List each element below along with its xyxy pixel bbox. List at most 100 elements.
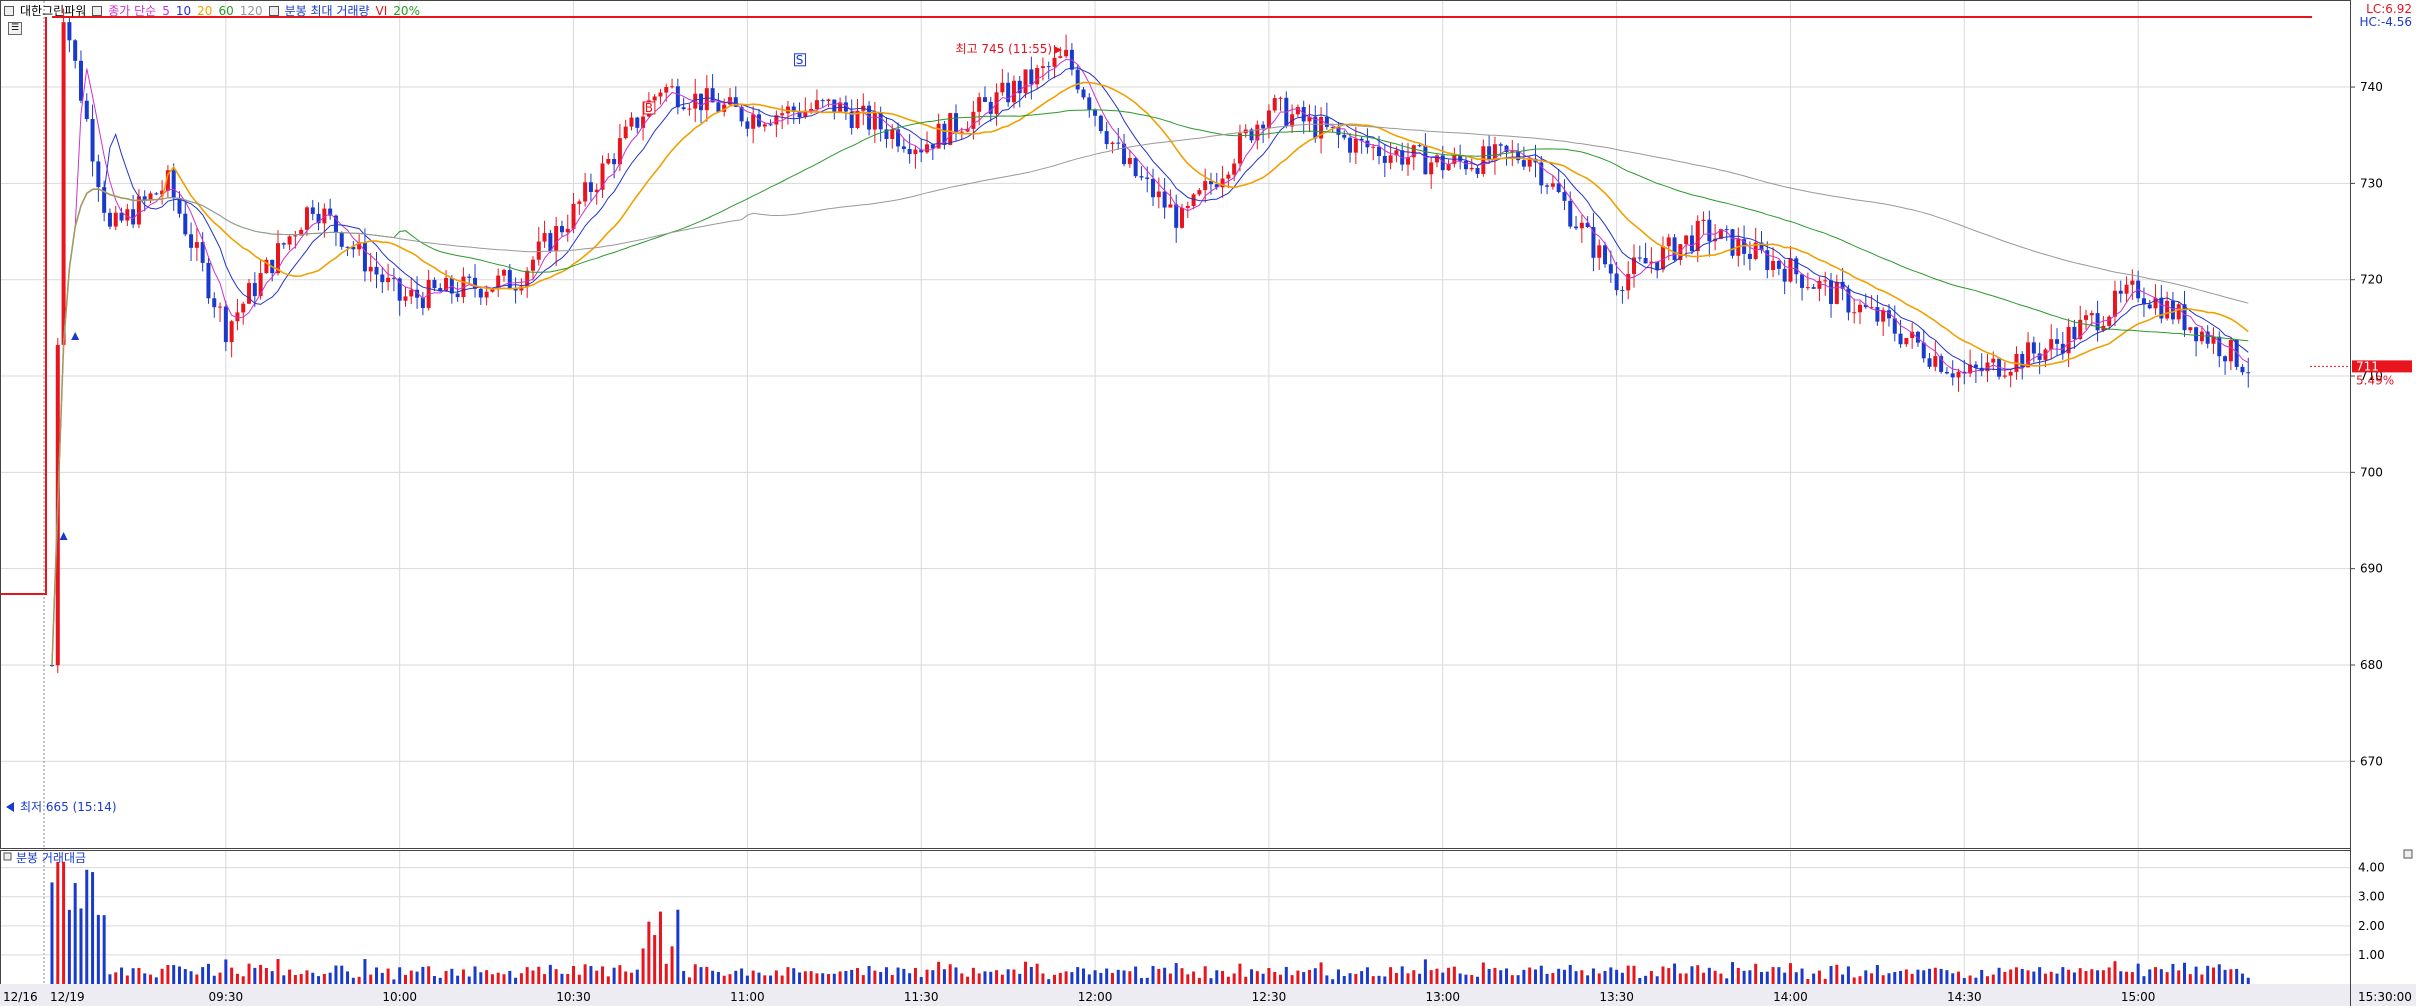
volume-bar [508, 970, 512, 984]
volume-bar [751, 970, 755, 984]
volume-bar [1870, 973, 1874, 984]
volume-bar [908, 973, 912, 984]
volume-bar [1591, 968, 1595, 984]
volume-bar [1163, 967, 1167, 984]
candle-body [1933, 356, 1938, 367]
candle-body [1707, 219, 1712, 242]
volume-tick-label: 2.00 [2358, 919, 2385, 933]
candle-body [432, 279, 437, 289]
candle-body [304, 207, 309, 230]
candle-body [1324, 117, 1329, 127]
volume-bar [415, 971, 419, 984]
volume-bar [1551, 972, 1555, 984]
settings-icon[interactable]: ☰ [8, 22, 22, 35]
candle-body [1214, 184, 1219, 188]
candle-body [1313, 116, 1318, 139]
time-tick-label: 11:00 [730, 990, 765, 1004]
candle-body [194, 242, 199, 248]
candle-body [200, 242, 205, 263]
volume-bar [2200, 974, 2204, 984]
candle-body [890, 129, 895, 139]
candle-body [1475, 167, 1480, 174]
candle-body [2049, 339, 2054, 350]
volume-bar [183, 969, 187, 984]
candle-body [745, 121, 750, 129]
candle-body [1689, 235, 1694, 252]
candle-body [2205, 331, 2210, 344]
candle-body [1353, 138, 1358, 153]
volume-bar [537, 966, 541, 984]
volume-bar [1516, 975, 1520, 984]
menu-button[interactable] [4, 6, 14, 16]
volume-bar [1823, 978, 1827, 984]
candle-body [559, 226, 564, 233]
candle-body [1695, 220, 1700, 252]
candle-body [1655, 261, 1660, 270]
volume-bar [1759, 971, 1763, 984]
candle-body [1446, 163, 1451, 171]
volume-bar [1267, 968, 1271, 984]
candle-body [1191, 194, 1196, 206]
ma-settings-button[interactable] [92, 6, 103, 16]
volume-bar [2240, 973, 2244, 984]
candle-body [1504, 145, 1509, 153]
volume-bar [687, 977, 691, 984]
volume-bar [85, 869, 89, 984]
candle-body [2211, 336, 2216, 344]
candle-body [530, 259, 535, 271]
volume-bar [421, 966, 425, 984]
candle-body [1463, 160, 1468, 170]
candle-body [2037, 353, 2042, 360]
candle-body [1295, 107, 1300, 115]
candle-body [73, 40, 78, 61]
volume-bar [2171, 963, 2175, 984]
volume-bar [1655, 976, 1659, 984]
volume-bar [1748, 970, 1752, 984]
volume-bar [716, 971, 720, 984]
volume-bar [1800, 968, 1804, 984]
volume-bar [1139, 978, 1143, 984]
volume-bar [1794, 972, 1798, 984]
volume-bar [525, 967, 529, 984]
volume-bar [792, 968, 796, 984]
candle-body [1962, 371, 1967, 374]
vi-value: 20% [393, 4, 420, 18]
candle-body [762, 124, 767, 127]
candle-body [594, 189, 599, 192]
candle-body [536, 241, 541, 260]
candle-body [96, 161, 101, 188]
max-volume-button[interactable] [268, 6, 279, 16]
candle-body [1492, 144, 1497, 160]
volume-bar [705, 966, 709, 984]
candle-body [473, 277, 478, 289]
volume-bar [2246, 977, 2250, 984]
volume-bar [1035, 963, 1039, 984]
volume-bar [2229, 969, 2233, 984]
candle-body [855, 110, 860, 128]
candle-body [722, 104, 727, 112]
ma-line-5 [51, 58, 2249, 666]
ma-line-10 [51, 67, 2249, 666]
volume-bar [676, 909, 680, 984]
volume-bar [1447, 967, 1451, 984]
price-tick-label: 710 [2360, 369, 2383, 383]
candle-body [1058, 56, 1063, 58]
volume-bar [1731, 962, 1735, 984]
volume-bar [1945, 970, 1949, 984]
candle-body [177, 197, 182, 214]
volume-bar [1707, 967, 1711, 984]
candle-body [409, 289, 414, 297]
volume-bar [1365, 967, 1369, 984]
candle-body [1788, 258, 1793, 282]
volume-bar [2194, 966, 2198, 984]
candle-body [1232, 163, 1237, 175]
candle-body [1122, 143, 1127, 165]
candle-body [183, 213, 188, 235]
candle-body [107, 212, 112, 227]
volume-bar [1296, 970, 1300, 984]
volume-bar [1302, 972, 1306, 984]
volume-bar [2188, 974, 2192, 984]
volume-bar [1812, 973, 1816, 984]
candle-body [357, 242, 362, 250]
